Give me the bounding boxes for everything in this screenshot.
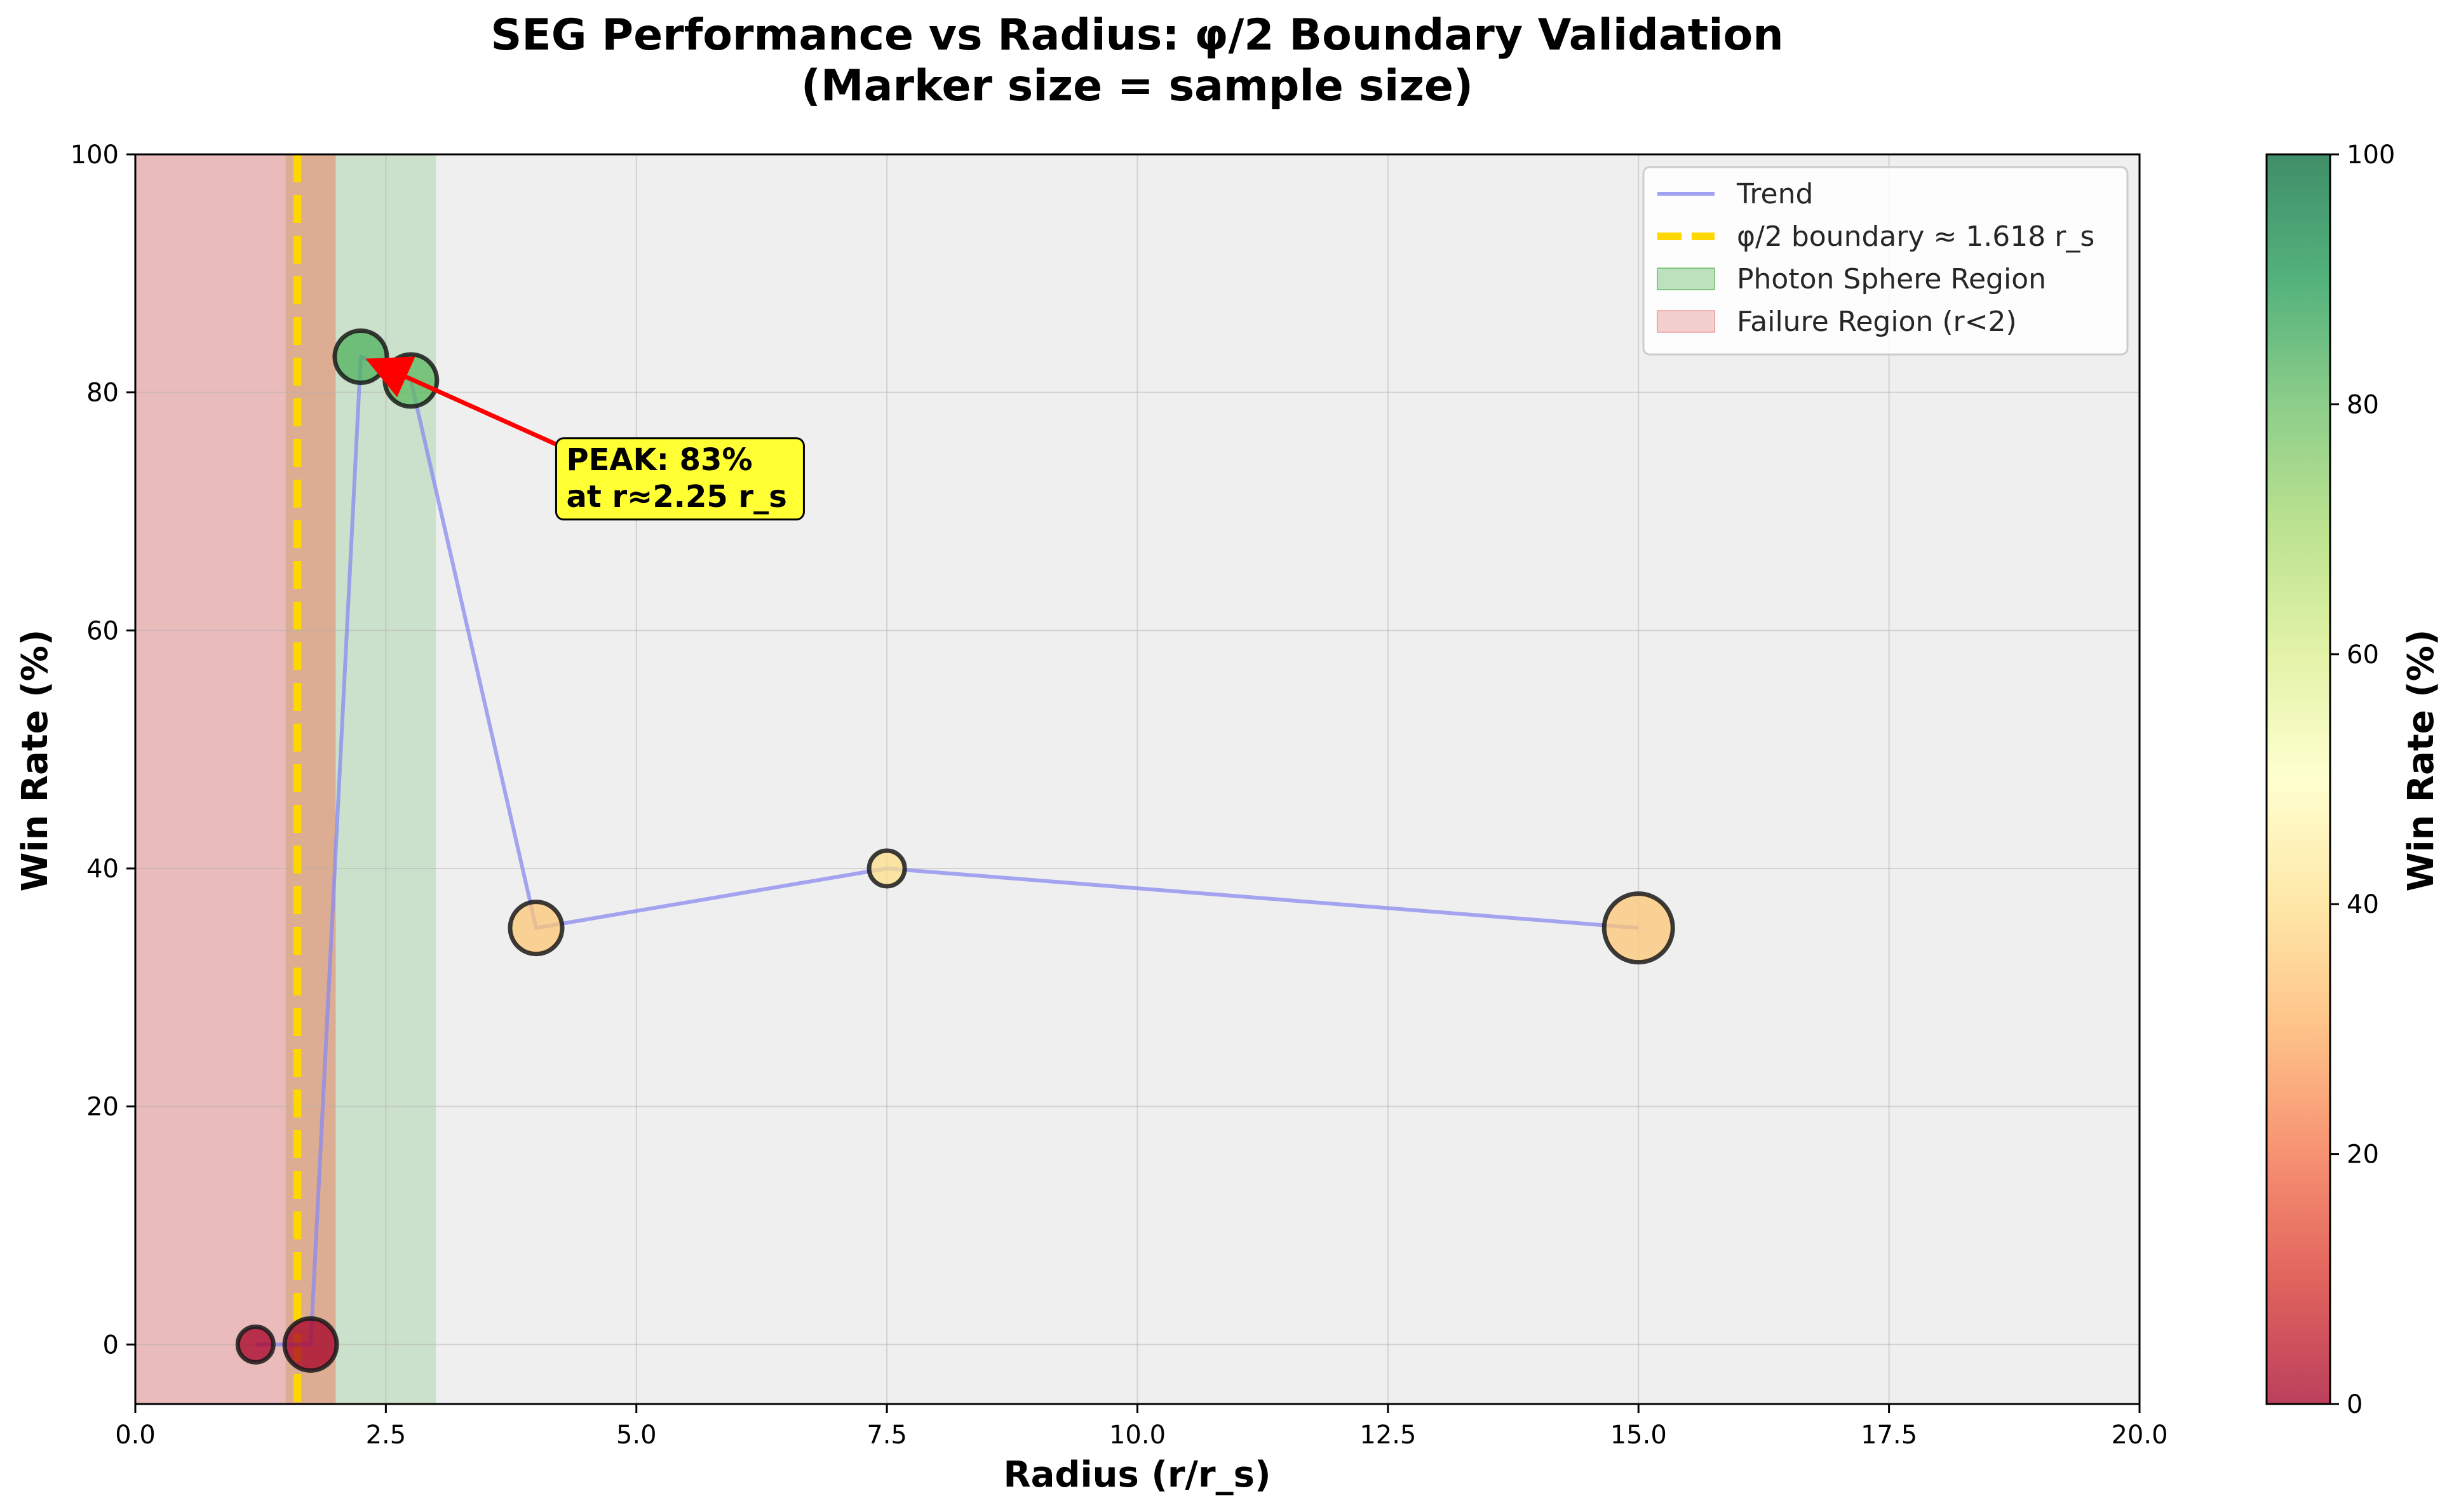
y-tick-label: 80	[86, 379, 119, 408]
colorbar-tick-label: 40	[2347, 890, 2379, 919]
chart-subtitle: (Marker size = sample size)	[801, 61, 1473, 111]
colorbar-tick-label: 60	[2347, 640, 2379, 670]
legend-label: Trend	[1736, 178, 1813, 210]
annotation-text: at r≈2.25 r_s	[566, 479, 786, 515]
chart-title: SEG Performance vs Radius: φ/2 Boundary …	[490, 10, 1783, 60]
colorbar-tick-label: 0	[2347, 1390, 2363, 1419]
data-point	[282, 1316, 339, 1373]
x-tick-label: 12.5	[1359, 1421, 1416, 1450]
colorbar-tick-label: 100	[2347, 140, 2395, 170]
annotation-box	[555, 437, 805, 521]
colorbar-label: Win Rate (%)	[2401, 630, 2442, 892]
legend-label: Photon Sphere Region	[1737, 263, 2046, 295]
x-axis-label: Radius (r/r_s)	[1003, 1454, 1271, 1495]
legend-label: φ/2 boundary ≈ 1.618 r_s	[1737, 220, 2094, 253]
colorbar-tick-label: 80	[2347, 390, 2379, 419]
legend-label: Failure Region (r<2)	[1737, 306, 2017, 338]
y-tick-label: 60	[86, 616, 119, 645]
y-tick-label: 100	[71, 140, 119, 170]
y-tick-label: 0	[103, 1330, 119, 1360]
x-tick-label: 5.0	[616, 1421, 657, 1450]
data-point	[332, 328, 389, 385]
data-point	[1601, 891, 1675, 965]
x-tick-label: 20.0	[2111, 1421, 2167, 1450]
colorbar-gradient	[2265, 153, 2331, 1405]
plot-background	[135, 154, 2140, 1404]
x-tick-label: 0.0	[115, 1421, 156, 1450]
x-tick-label: 10.0	[1109, 1421, 1166, 1450]
peak-annotation: PEAK: 83%at r≈2.25 r_s	[365, 356, 805, 521]
annotation-text: PEAK: 83%	[566, 442, 752, 478]
legend-box	[1642, 166, 2129, 356]
plot-area: 0.0 2.5 5.0 7.5 10.0 12.5 15.0 17.5 20.0 0 20 40 60 8…	[71, 140, 2168, 1450]
data-point	[866, 848, 907, 889]
boundary-highlight-band	[285, 154, 336, 1404]
colorbar: 0 20 40 60 80 100	[2265, 140, 2395, 1419]
x-tick-label: 2.5	[366, 1421, 407, 1450]
legend: Trend φ/2 boundary ≈ 1.618 r_s Photon Sphe…	[1642, 166, 2129, 356]
y-tick-label: 40	[86, 854, 119, 884]
y-tick-label: 20	[86, 1093, 119, 1122]
annotation-arrow	[365, 356, 588, 460]
data-point	[235, 1324, 276, 1365]
x-tick-label: 15.0	[1610, 1421, 1667, 1450]
y-axis-label: Win Rate (%)	[15, 630, 56, 892]
data-point	[508, 900, 565, 957]
legend-swatch-region	[1657, 310, 1715, 333]
x-tick-label: 17.5	[1861, 1421, 1917, 1450]
legend-swatch-region	[1657, 267, 1715, 290]
colorbar-tick-label: 20	[2347, 1140, 2379, 1170]
x-tick-label: 7.5	[866, 1421, 907, 1450]
